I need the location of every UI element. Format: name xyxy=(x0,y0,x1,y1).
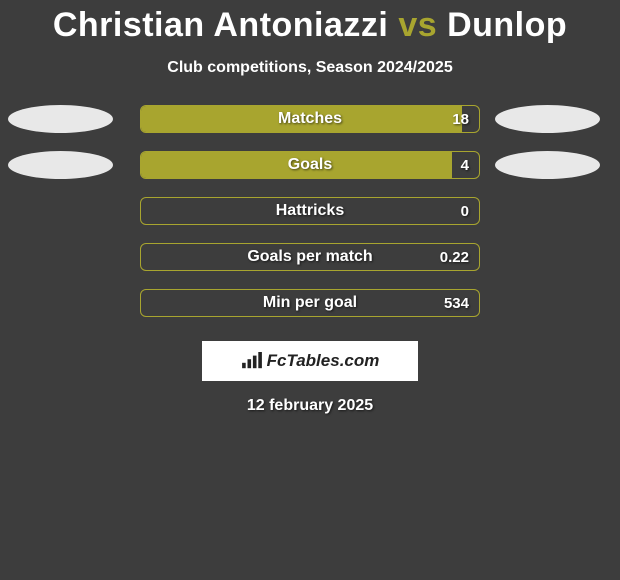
fctables-logo[interactable]: FcTables.com xyxy=(202,341,418,381)
stat-row: Goals per match0.22 xyxy=(0,243,620,271)
stat-bar: Goals per match0.22 xyxy=(140,243,480,271)
stat-label: Goals per match xyxy=(141,244,479,270)
stat-label: Hattricks xyxy=(141,198,479,224)
stat-value: 0 xyxy=(461,198,469,224)
stat-bar: Min per goal534 xyxy=(140,289,480,317)
stat-row: Min per goal534 xyxy=(0,289,620,317)
stats-rows: Matches18 Goals4 Hattricks0 Goals per match… xyxy=(0,105,620,317)
right-ellipse xyxy=(495,151,600,179)
stat-value: 18 xyxy=(452,106,469,132)
stat-row: Matches18 xyxy=(0,105,620,133)
stat-bar: Goals4 xyxy=(140,151,480,179)
stat-label: Goals xyxy=(141,152,479,178)
logo-text: FcTables.com xyxy=(267,351,380,371)
stat-value: 4 xyxy=(461,152,469,178)
player2-name: Dunlop xyxy=(447,6,567,44)
stat-row: Goals4 xyxy=(0,151,620,179)
bar-chart-icon xyxy=(241,352,263,370)
comparison-title: Christian Antoniazzi vs Dunlop xyxy=(53,6,567,45)
stat-label: Matches xyxy=(141,106,479,132)
stat-bar: Matches18 xyxy=(140,105,480,133)
stat-label: Min per goal xyxy=(141,290,479,316)
stat-value: 534 xyxy=(444,290,469,316)
player1-name: Christian Antoniazzi xyxy=(53,6,389,44)
right-ellipse xyxy=(495,105,600,133)
left-ellipse xyxy=(8,105,113,133)
footer-date: 12 february 2025 xyxy=(247,397,373,415)
subtitle: Club competitions, Season 2024/2025 xyxy=(167,59,452,77)
stat-value: 0.22 xyxy=(440,244,469,270)
left-ellipse xyxy=(8,151,113,179)
stat-bar: Hattricks0 xyxy=(140,197,480,225)
stat-row: Hattricks0 xyxy=(0,197,620,225)
vs-word: vs xyxy=(398,6,437,44)
